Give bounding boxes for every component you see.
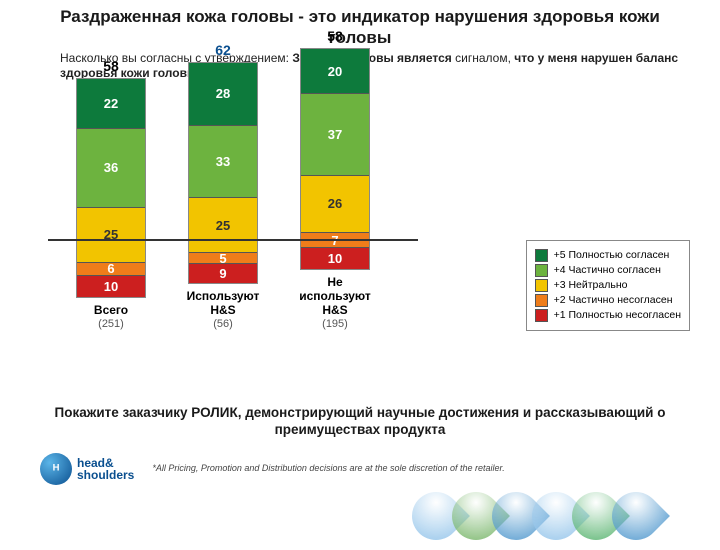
bar-segment: 26 xyxy=(301,175,369,232)
bar-segment: 10 xyxy=(77,275,145,297)
category-n: (251) xyxy=(98,318,124,330)
legend-swatch-icon xyxy=(535,294,548,307)
brand-logo: ᴴ head& shoulders xyxy=(40,453,134,485)
category-label: Не используют H&S xyxy=(294,276,376,317)
legend-swatch-icon xyxy=(535,279,548,292)
bar-segment: 33 xyxy=(189,125,257,198)
bar-segment: 28 xyxy=(189,63,257,125)
category-label: Используют H&S xyxy=(182,290,264,318)
bar-stack: 203726710 xyxy=(300,48,370,270)
bar-stack: 223625610 xyxy=(76,78,146,298)
bar-segment: 22 xyxy=(77,79,145,127)
legend-row: +1 Полностью несогласен xyxy=(535,309,681,322)
legend-label: +4 Частично согласен xyxy=(554,264,661,276)
bar-segment: 25 xyxy=(77,207,145,262)
bar-column: 62 28332559 Используют H&S(56) xyxy=(182,42,264,330)
bar-segment: 20 xyxy=(301,49,369,93)
logo-bubble-icon: ᴴ xyxy=(40,453,72,485)
legend-swatch-icon xyxy=(535,309,548,322)
bar-stack: 28332559 xyxy=(188,62,258,284)
bar-segment: 37 xyxy=(301,93,369,174)
top2box-value: 58 xyxy=(327,28,343,44)
legend-label: +3 Нейтрально xyxy=(554,279,628,291)
legend: +5 Полностью согласен +4 Частично согласе… xyxy=(526,240,690,331)
logo-line1: head& xyxy=(77,457,134,469)
bar-segment: 36 xyxy=(77,128,145,207)
logo-text: head& shoulders xyxy=(77,457,134,481)
legend-row: +3 Нейтрально xyxy=(535,279,681,292)
legend-swatch-icon xyxy=(535,264,548,277)
legend-row: +4 Частично согласен xyxy=(535,264,681,277)
top2box-value: 62 xyxy=(215,42,231,58)
decorative-leaves xyxy=(420,488,720,540)
top2box-value: 58 xyxy=(103,58,119,74)
logo-line2: shoulders xyxy=(77,469,134,481)
bar-segment: 6 xyxy=(77,262,145,275)
bar-column: 58 223625610 Всего(251) xyxy=(70,58,152,330)
chart-baseline xyxy=(48,239,418,241)
category-n: (56) xyxy=(213,318,233,330)
category-label: Всего xyxy=(94,304,128,318)
category-n: (195) xyxy=(322,318,348,330)
legend-row: +5 Полностью согласен xyxy=(535,249,681,262)
legend-label: +5 Полностью согласен xyxy=(554,249,670,261)
bar-segment: 5 xyxy=(189,252,257,263)
bar-segment: 9 xyxy=(189,263,257,283)
bar-segment: 25 xyxy=(189,197,257,252)
footer: ᴴ head& shoulders *All Pricing, Promotio… xyxy=(0,445,720,485)
chart-area: 58223625610Всего(251)6228332559Использую… xyxy=(0,90,720,390)
legend-swatch-icon xyxy=(535,249,548,262)
legend-label: +2 Частично несогласен xyxy=(554,294,673,306)
legend-label: +1 Полностью несогласен xyxy=(554,309,681,321)
legend-row: +2 Частично несогласен xyxy=(535,294,681,307)
bar-segment: 10 xyxy=(301,247,369,269)
callout-text: Покажите заказчику РОЛИК, демонстрирующи… xyxy=(0,390,720,445)
subtitle-mid: сигналом, xyxy=(452,51,514,65)
bar-column: 58 203726710 Не используют H&S(195) xyxy=(294,28,376,329)
disclaimer-text: *All Pricing, Promotion and Distribution… xyxy=(152,463,504,474)
